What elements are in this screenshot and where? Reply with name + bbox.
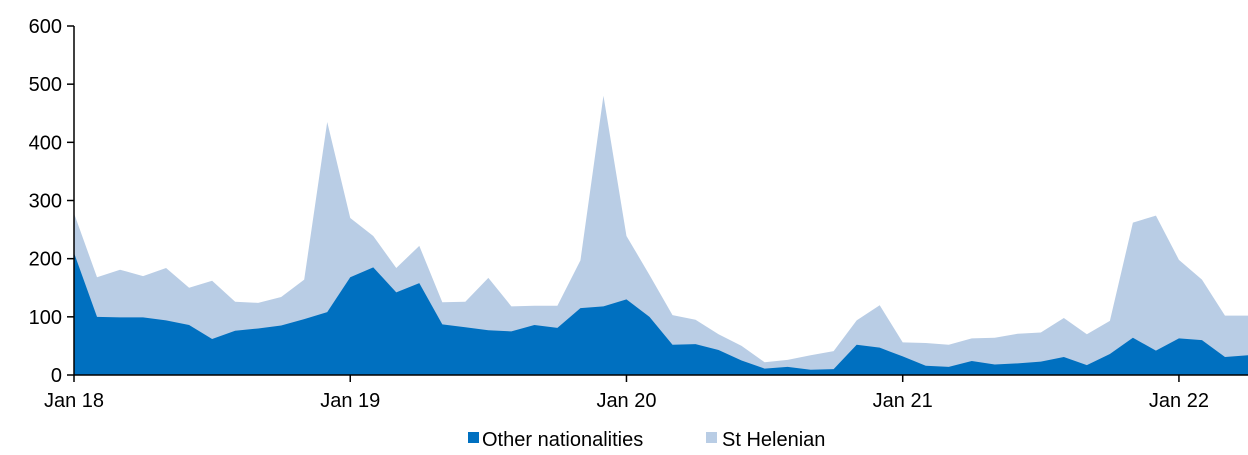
y-tick-label: 100 <box>29 307 62 329</box>
legend: Other nationalities St Helenian <box>468 429 825 451</box>
x-tick-label: Jan 20 <box>596 390 656 412</box>
x-tick-label: Jan 21 <box>873 390 933 412</box>
x-tick-label: Jan 19 <box>320 390 380 412</box>
y-tick-label: 300 <box>29 191 62 213</box>
y-tick-label: 0 <box>51 365 62 387</box>
y-tick-label: 600 <box>29 16 62 38</box>
series-area-other-nationalities <box>74 252 1248 375</box>
legend-swatch-st-helenian <box>706 432 717 443</box>
x-tick-label: Jan 22 <box>1149 390 1209 412</box>
legend-swatch-other-nationalities <box>468 432 479 443</box>
x-tick-label: Jan 18 <box>44 390 104 412</box>
plot-area <box>74 95 1248 376</box>
legend-label-st-helenian: St Helenian <box>722 429 825 451</box>
y-tick-label: 500 <box>29 74 62 96</box>
legend-label-other-nationalities: Other nationalities <box>482 429 643 451</box>
axes: 0 100 200 300 400 500 600 Jan 18 Jan 19 Jan 20 Jan… <box>29 16 1248 412</box>
y-tick-label: 400 <box>29 132 62 154</box>
y-tick-label: 200 <box>29 249 62 271</box>
